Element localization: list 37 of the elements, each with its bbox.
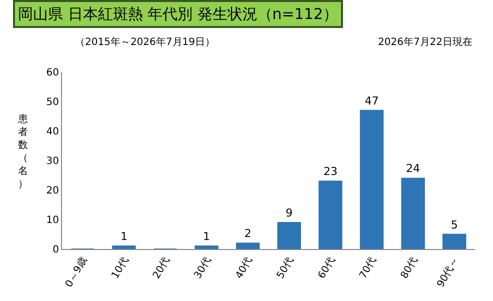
y-tick-label: 20	[46, 186, 59, 196]
chart-subtitle: （2015年～2026年7月19日）	[75, 36, 215, 48]
bar	[442, 234, 466, 249]
data-label: 5	[450, 218, 458, 232]
data-label: 23	[323, 165, 338, 178]
data-label: 9	[286, 206, 293, 220]
bar	[194, 246, 218, 249]
x-tick-label: 0～9歳	[62, 255, 90, 290]
x-tick-label: 10代	[110, 256, 131, 281]
bar	[318, 180, 342, 249]
bar	[360, 110, 384, 249]
data-label: 47	[364, 94, 379, 108]
x-tick-label: 40代	[234, 256, 255, 281]
x-tick-label: 80代	[399, 256, 420, 281]
bar	[236, 242, 260, 249]
y-tick-label: 60	[46, 68, 59, 78]
x-tick-label: 30代	[192, 256, 214, 281]
data-label: 24	[406, 162, 420, 176]
x-tick-label: 60代	[316, 256, 338, 281]
bar	[277, 222, 302, 249]
data-label: 1	[203, 230, 210, 244]
chart-title: 岡山県 日本紅斑熱 年代別 発生状況（n=112）	[18, 5, 338, 23]
y-tick-label: 40	[46, 126, 59, 138]
y-tick-label: 0	[52, 244, 59, 256]
data-label: 2	[244, 227, 252, 240]
x-tick-label: 20代	[151, 256, 172, 281]
x-tick-label: 70代	[358, 256, 379, 281]
y-tick-label: 50	[46, 97, 59, 108]
data-label: 1	[120, 230, 128, 244]
y-tick-label: 10	[46, 215, 59, 226]
x-tick-label: 50代	[275, 256, 296, 281]
y-axis-title: 患者数（名）	[17, 113, 28, 190]
x-tick-label: 90代～	[435, 256, 462, 290]
bar	[401, 178, 425, 249]
y-tick-label: 30	[46, 156, 59, 167]
bar	[112, 246, 136, 249]
text: 2026年7月22日現在	[378, 36, 473, 48]
